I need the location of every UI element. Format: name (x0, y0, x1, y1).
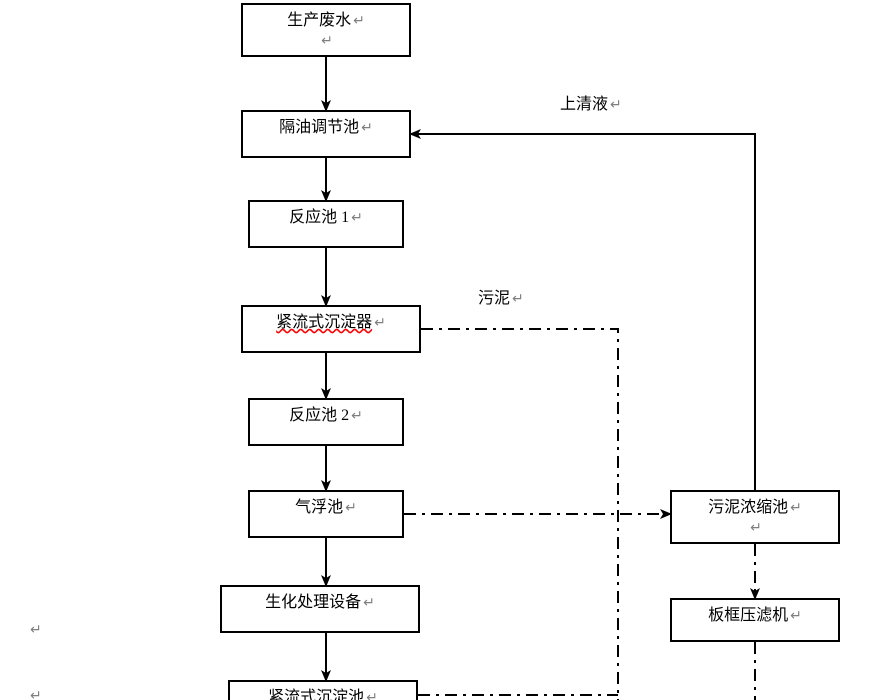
return-mark: ↵ (351, 14, 365, 29)
return-mark: ↵ (788, 609, 802, 624)
return-mark: ↵ (359, 121, 373, 136)
node-reaction-tank-2: 反应池 2↵ (248, 398, 404, 446)
return-mark: ↵ (28, 622, 42, 639)
node-label: 隔油调节池 (279, 119, 359, 136)
node-plate-frame-filter-press: 板框压滤机↵ (670, 598, 840, 642)
edge-e9 (421, 329, 618, 700)
return-mark: ↵ (510, 292, 524, 307)
return-mark: ↵ (28, 688, 42, 700)
return-mark: ↵ (361, 596, 375, 611)
node-label: 反应池 1 (289, 209, 349, 226)
free-label-text: 上清液 (560, 96, 608, 113)
node-label: 生化处理设备 (265, 594, 361, 611)
label-sludge: 污泥↵ (478, 284, 524, 308)
return-mark: ↵ (319, 34, 333, 49)
return-mark: ↵ (349, 211, 363, 226)
node-label: 反应池 2 (289, 407, 349, 424)
edge-e8 (411, 134, 755, 490)
node-biochemical-treatment: 生化处理设备↵ (220, 585, 420, 633)
node-label: 板框压滤机 (708, 607, 788, 624)
node-label: 紧流式沉淀池 (268, 689, 364, 700)
node-label: 污泥浓缩池 (708, 499, 788, 516)
return-mark: ↵ (364, 691, 378, 700)
node-label: 紧流式沉淀器 (276, 314, 372, 331)
flowchart-connectors (0, 0, 873, 700)
node-label: 气浮池 (295, 499, 343, 516)
free-label-text: 污泥 (478, 290, 510, 307)
return-mark: ↵ (788, 501, 802, 516)
node-air-flotation-tank: 气浮池↵ (248, 490, 404, 538)
node-production-wastewater: 生产废水↵ ↵ (241, 3, 411, 57)
node-sludge-thickening-tank: 污泥浓缩池↵ ↵ (670, 490, 840, 544)
return-mark: ↵ (748, 521, 762, 536)
return-mark: ↵ (349, 409, 363, 424)
node-vertical-settler: 紧流式沉淀器↵ (241, 305, 421, 353)
return-mark: ↵ (343, 501, 357, 516)
node-oil-separation-tank: 隔油调节池↵ (241, 110, 411, 158)
node-label: 生产废水 (287, 12, 351, 29)
node-vertical-settling-tank: 紧流式沉淀池↵ (228, 680, 418, 700)
return-mark: ↵ (608, 98, 622, 113)
return-mark: ↵ (372, 316, 386, 331)
node-reaction-tank-1: 反应池 1↵ (248, 200, 404, 248)
label-supernatant: 上清液↵ (560, 90, 622, 114)
